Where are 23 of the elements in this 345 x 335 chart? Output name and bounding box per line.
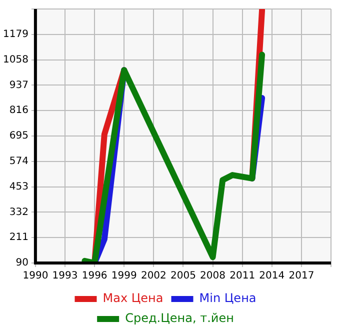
x-tick-label: 2002 — [140, 270, 166, 282]
y-tick-label: 1179 — [2, 28, 28, 40]
legend-label: Min Цена — [199, 291, 256, 306]
y-tick-label: 574 — [9, 156, 28, 167]
x-tick-label: 1999 — [111, 270, 137, 282]
legend-label: Сред.Цена, т.йен — [125, 311, 234, 326]
y-tick-label: 211 — [9, 232, 28, 244]
y-tick-label: 816 — [9, 105, 28, 116]
y-tick-label: 937 — [9, 80, 28, 91]
y-tick-label: 332 — [9, 206, 28, 218]
y-tick-label: 695 — [9, 130, 28, 142]
x-tick-label: 1996 — [82, 270, 108, 282]
x-tick-label: 1993 — [52, 270, 78, 282]
y-tick-label: 90 — [16, 258, 28, 269]
x-tick-label: 2011 — [230, 270, 256, 282]
x-tick-label: 1990 — [22, 270, 48, 282]
x-tick-label: 2008 — [200, 270, 226, 282]
x-tick-label: 2017 — [288, 270, 314, 282]
y-tick-label: 453 — [9, 181, 28, 192]
y-tick-label: 1058 — [2, 54, 28, 66]
x-tick-label: 2005 — [170, 270, 196, 282]
x-tick-label: 2014 — [259, 270, 285, 282]
legend-label: Max Цена — [102, 291, 164, 306]
